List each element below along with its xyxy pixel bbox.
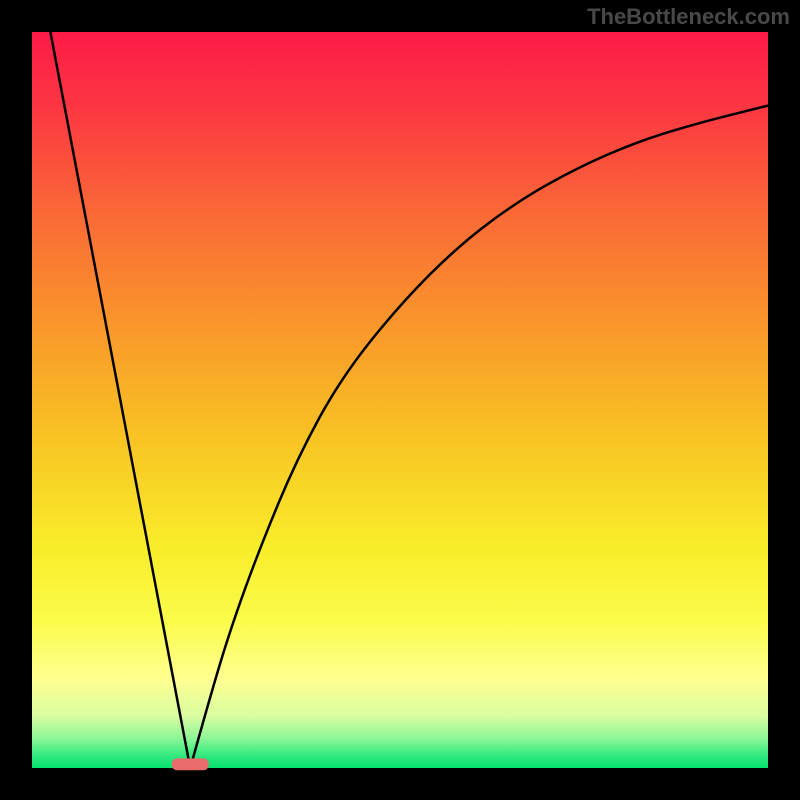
chart-gradient-bg	[32, 32, 768, 768]
optimal-marker	[172, 758, 209, 770]
watermark-text: TheBottleneck.com	[587, 4, 790, 30]
chart-svg	[0, 0, 800, 800]
bottleneck-chart: TheBottleneck.com	[0, 0, 800, 800]
